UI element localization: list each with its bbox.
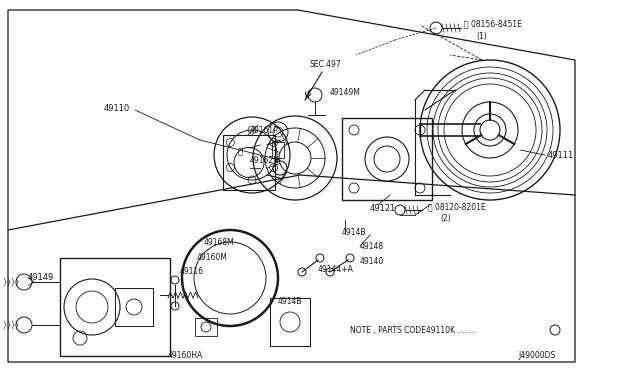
- Text: J49000DS: J49000DS: [518, 350, 556, 359]
- Text: NOTE , PARTS CODE49110K ........: NOTE , PARTS CODE49110K ........: [350, 326, 476, 334]
- Text: 4914B: 4914B: [342, 228, 367, 237]
- Text: 49111: 49111: [548, 151, 574, 160]
- Text: 49110: 49110: [104, 103, 131, 112]
- Text: 49160HA: 49160HA: [168, 350, 204, 359]
- Text: 49160M: 49160M: [197, 253, 228, 263]
- Bar: [270, 298, 310, 346]
- Text: (2): (2): [440, 214, 451, 222]
- Text: (1): (1): [476, 32, 487, 41]
- Bar: [272, 142, 284, 158]
- Bar: [223, 135, 275, 190]
- Text: SEC.497: SEC.497: [310, 60, 342, 68]
- Bar: [342, 118, 432, 200]
- Text: 49149M: 49149M: [330, 87, 361, 96]
- Bar: [60, 258, 170, 356]
- Text: 49121: 49121: [370, 203, 396, 212]
- Text: 49161P: 49161P: [250, 125, 279, 135]
- Text: 49116: 49116: [180, 267, 204, 276]
- Text: 49149: 49149: [28, 273, 54, 282]
- Text: Ⓑ 08156-8451E: Ⓑ 08156-8451E: [464, 19, 522, 29]
- Text: 49148: 49148: [360, 241, 384, 250]
- Text: 4914B: 4914B: [278, 298, 303, 307]
- Bar: [195, 318, 217, 336]
- Text: 49168M: 49168M: [204, 237, 235, 247]
- Bar: [115, 288, 153, 326]
- Text: 49162N: 49162N: [250, 155, 280, 164]
- Text: 49144+A: 49144+A: [318, 266, 354, 275]
- Text: Ⓢ: Ⓢ: [238, 148, 243, 157]
- Text: Ⓑ 08120-8201E: Ⓑ 08120-8201E: [428, 202, 486, 212]
- Text: 49140: 49140: [360, 257, 384, 266]
